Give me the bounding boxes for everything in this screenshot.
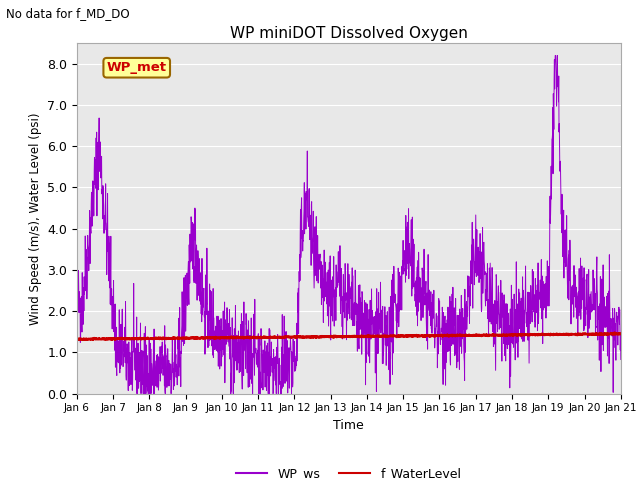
f_WaterLevel [101, 336, 109, 342]
Text: WP_met: WP_met [107, 61, 166, 74]
WP_ws [602, 311, 609, 317]
WP_ws [617, 357, 625, 362]
WP_ws [552, 53, 559, 59]
WP_ws [338, 297, 346, 303]
Y-axis label: Wind Speed (m/s), Water Level (psi): Wind Speed (m/s), Water Level (psi) [29, 112, 42, 324]
f_WaterLevel [502, 332, 509, 338]
Line: f_WaterLevel: f_WaterLevel [77, 333, 621, 340]
WP_ws [100, 215, 108, 220]
f_WaterLevel [611, 330, 618, 336]
f_WaterLevel [73, 336, 81, 342]
f_WaterLevel [601, 331, 609, 336]
Text: No data for f_MD_DO: No data for f_MD_DO [6, 7, 130, 20]
WP_ws [502, 325, 509, 331]
WP_ws [602, 324, 609, 329]
f_WaterLevel [323, 334, 331, 339]
f_WaterLevel [602, 331, 609, 337]
Line: WP_ws: WP_ws [77, 56, 621, 394]
WP_ws [73, 290, 81, 296]
Legend: WP_ws, f_WaterLevel: WP_ws, f_WaterLevel [231, 462, 467, 480]
WP_ws [133, 391, 141, 396]
f_WaterLevel [79, 337, 87, 343]
WP_ws [323, 270, 331, 276]
f_WaterLevel [338, 334, 346, 340]
f_WaterLevel [617, 331, 625, 336]
X-axis label: Time: Time [333, 419, 364, 432]
Title: WP miniDOT Dissolved Oxygen: WP miniDOT Dissolved Oxygen [230, 25, 468, 41]
